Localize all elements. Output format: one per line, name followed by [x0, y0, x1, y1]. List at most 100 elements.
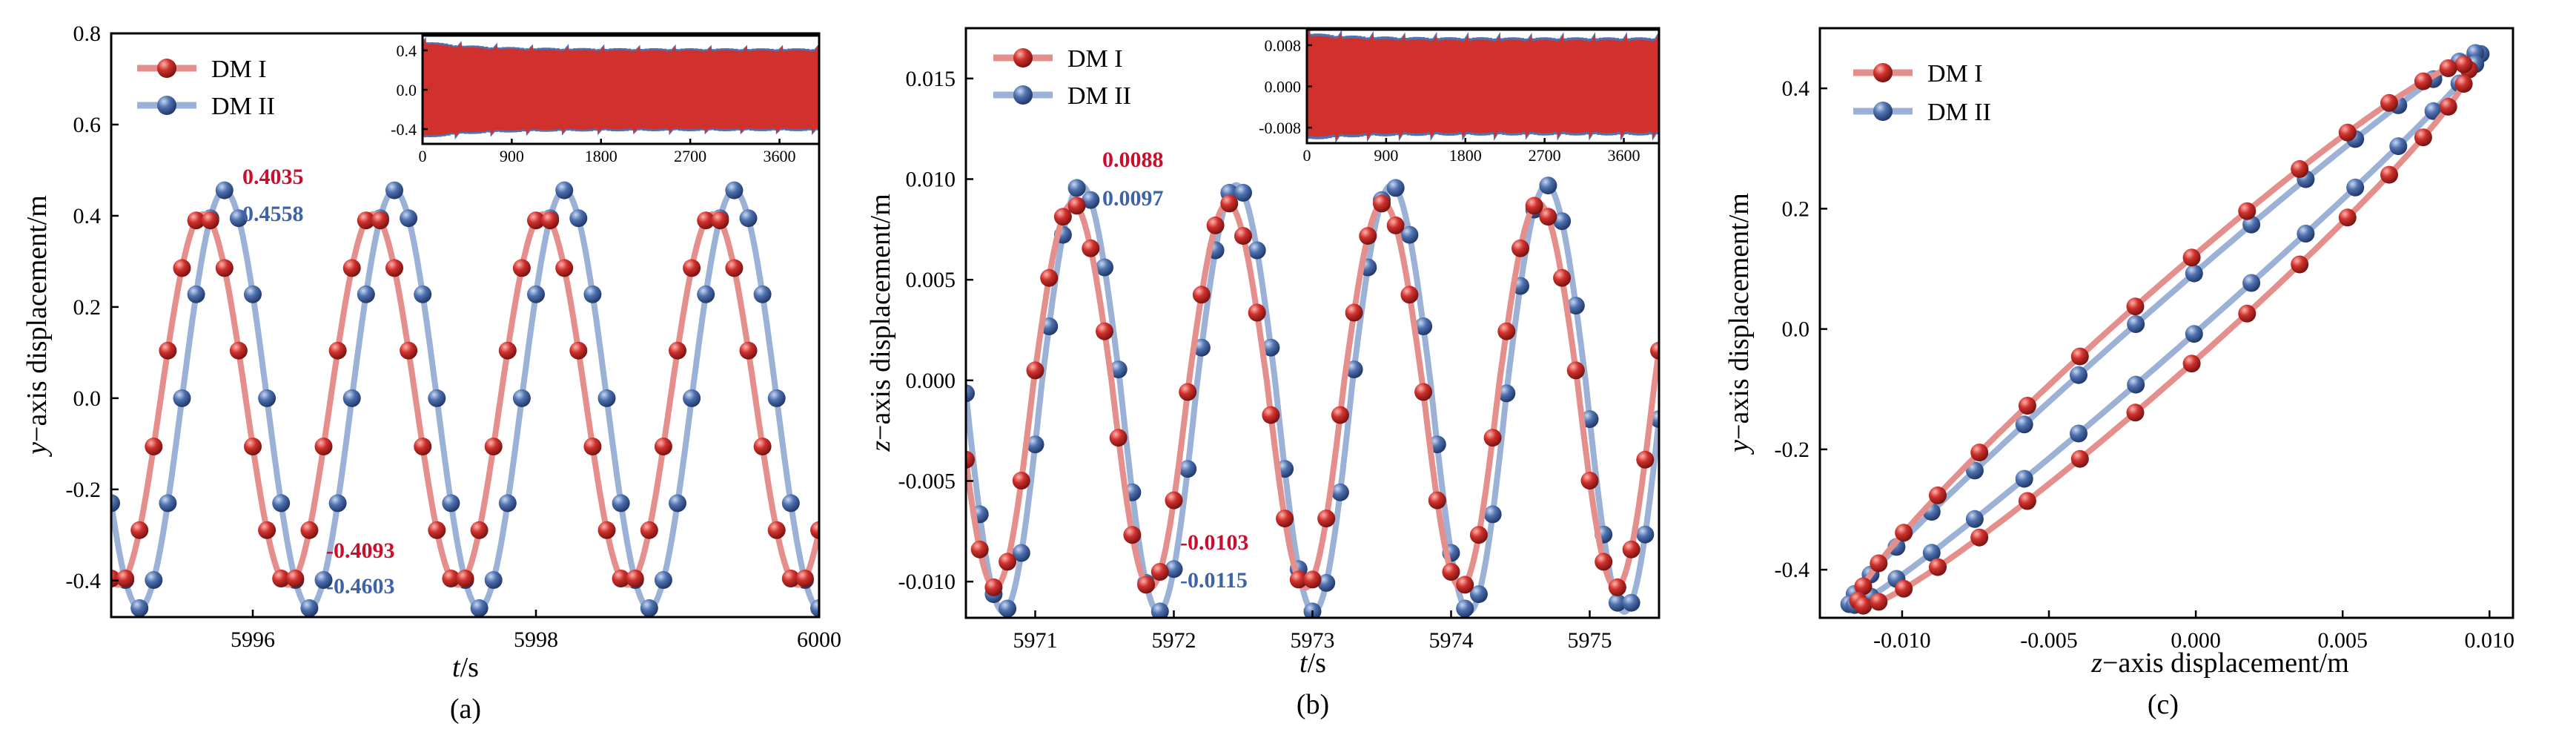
panel-b-dm2-marker: [1469, 585, 1488, 604]
panel-a-axes: 5996 5998 6000 -0.4 -0.2 0.0 0.2 0.4 0.6 0.8: [66, 22, 842, 652]
panel-a-dm1-marker: [328, 341, 347, 360]
x-tick-label: 1800: [585, 147, 617, 165]
panel-a-ann-dm1-min: -0.4093: [326, 538, 395, 563]
panel-c-dm1-marker: [2380, 93, 2398, 112]
panel-b-dm2-marker: [1179, 460, 1197, 478]
panel-a-dm2-marker: [527, 285, 545, 303]
y-tick-label: 0.4: [73, 204, 102, 228]
panel-a-dm1-marker: [470, 521, 489, 539]
panel-b-dm1-marker: [1317, 510, 1336, 528]
panel-b-dm1-marker: [1414, 383, 1433, 401]
panel-a-inset-dm1: [423, 39, 819, 137]
panel-c-xlabel-var: z: [2090, 647, 2102, 679]
panel-a-dm2-marker: [173, 389, 191, 407]
panel-a-ylabel: y−axis displacement/m: [21, 195, 53, 458]
panel-a-dm1-marker: [527, 211, 545, 230]
panel-c-ylabel-var: y: [1724, 440, 1755, 455]
panel-b-dm1-marker: [1276, 510, 1294, 528]
panel-a-xlabel: t/s: [452, 652, 479, 683]
legend-dm1-label: DM I: [1067, 45, 1123, 73]
legend-dm1-marker: [157, 59, 176, 78]
x-tick-label: -0.010: [1873, 628, 1931, 653]
panel-a-dm1-marker: [795, 570, 814, 587]
panel-b-dm2-marker: [1067, 179, 1086, 197]
panel-a-dm1-marker: [711, 211, 729, 230]
panel-a-dm2-marker: [111, 494, 120, 512]
panel-a-dm1-marker: [498, 341, 517, 360]
panel-b-dm1-marker: [1442, 563, 1460, 581]
panel-c-dm2-marker: [2242, 215, 2261, 234]
panel-a-dm1-marker: [456, 570, 474, 587]
panel-c-dm1-marker: [1929, 486, 1947, 504]
panel-a-dm2-marker: [244, 285, 262, 303]
panel-b-dm1-marker: [1373, 194, 1391, 213]
panel-c-dm2-marker: [2389, 137, 2408, 156]
panel-a-dm1-marker: [612, 570, 630, 587]
panel-a-series: [111, 181, 819, 617]
panel-a-xlabel-unit: /s: [460, 652, 479, 683]
panel-b-dm1-marker: [1650, 341, 1659, 360]
panel-c-dm2-marker: [1922, 544, 1941, 562]
panel-b-dm2-marker: [1414, 317, 1433, 335]
panel-a-dm1-marker: [272, 570, 291, 587]
panel-b-dm2-marker: [999, 599, 1017, 618]
panel-c-dm1-marker: [2126, 403, 2145, 422]
x-tick-label: 0.005: [2317, 628, 2368, 653]
panel-a-dm1-marker: [753, 438, 772, 455]
panel-c-xlabel: z−axis displacement/m: [2090, 647, 2349, 679]
panel-b-dm2-marker: [966, 384, 975, 403]
panel-a-dm2-marker: [739, 209, 758, 228]
panel-a-dm2-marker: [300, 599, 319, 617]
panel-c-dm2-marker: [1965, 510, 1984, 528]
legend-dm2-marker: [1013, 85, 1033, 105]
panel-b-dm1-marker: [1622, 540, 1640, 558]
panel-b-dm2-marker: [1026, 435, 1044, 454]
panel-b-dm2-marker: [1608, 593, 1626, 612]
panel-c-dm1-marker: [2454, 75, 2473, 93]
x-tick-label: 5998: [514, 627, 558, 652]
legend-dm2-label: DM II: [1927, 99, 1991, 126]
panel-b-dm1-marker: [1525, 197, 1543, 215]
panel-c-dm1-marker: [1970, 528, 1989, 547]
panel-b-axes: 5971 5972 5973 5974 5975 -0.010 -0.005 0.000 0.0…: [898, 67, 1612, 653]
panel-b-xlabel-unit: /s: [1308, 647, 1326, 679]
panel-b-ann-dm1-max: 0.0088: [1102, 148, 1164, 172]
panel-a-dm2-marker: [442, 494, 460, 512]
x-tick-label: 5972: [1152, 628, 1196, 653]
panel-c-dm1-marker: [2291, 159, 2309, 178]
panel-b-dm1-marker: [1608, 578, 1626, 596]
panel-a-dm1-marker: [145, 438, 163, 455]
panel-a-dm1-marker: [484, 438, 503, 455]
legend-dm1-marker: [1873, 63, 1893, 82]
panel-a-dm1-marker: [300, 521, 319, 539]
panel-b-dm2-marker: [1636, 525, 1655, 544]
panel-a-dm2-marker: [229, 209, 248, 228]
panel-a-frame: [110, 32, 821, 619]
panel-a-dm2-marker: [669, 494, 686, 512]
panel-a-dm2-marker: [654, 571, 672, 589]
panel-c-dm1-marker: [1929, 558, 1947, 576]
panel-c-dm1-marker: [1870, 554, 1888, 573]
panel-c-dm2-marker: [2127, 375, 2145, 394]
legend-dm2-marker: [1873, 102, 1893, 121]
panel-a-dm2-marker: [130, 599, 149, 617]
legend-dm2-marker: [157, 96, 176, 115]
panel-b-dm2-marker: [1553, 212, 1572, 231]
panel-a-dm2-marker: [258, 389, 277, 407]
panel-b-dm2-marker: [1248, 241, 1266, 260]
x-tick-label: 5971: [1013, 628, 1058, 653]
panel-b-dm2-marker: [1012, 544, 1030, 562]
panel-a-dm1-marker: [371, 211, 389, 230]
panel-c-dm1-marker: [2414, 128, 2432, 147]
panel-a-legend: DM I DM II: [137, 56, 275, 120]
legend-dm2-label: DM II: [211, 93, 275, 120]
panel-a-dm1-marker: [442, 570, 460, 587]
legend-dm1-label: DM I: [1927, 60, 1983, 88]
panel-b-series: [966, 177, 1659, 618]
legend-dm2-label: DM II: [1067, 82, 1131, 110]
y-tick-label: -0.2: [66, 478, 102, 502]
panel-c-dm1-marker: [2439, 59, 2457, 77]
panel-c-dm2-marker: [2185, 264, 2203, 283]
x-tick-label: 2700: [1529, 146, 1561, 165]
y-tick-label: -0.4: [391, 120, 417, 139]
